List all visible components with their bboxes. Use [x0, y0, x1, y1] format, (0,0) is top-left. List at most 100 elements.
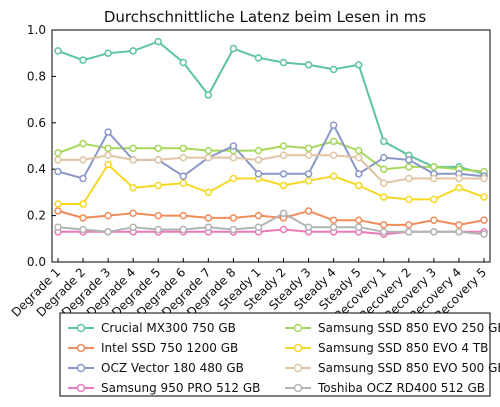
data-point — [54, 207, 62, 215]
data-point — [254, 54, 263, 62]
data-point — [329, 137, 338, 146]
series — [54, 37, 488, 178]
data-point — [354, 181, 363, 190]
data-point — [354, 170, 363, 178]
legend-item: Intel SSD 750 1200 GB — [68, 341, 238, 355]
data-point — [405, 228, 413, 236]
series — [54, 207, 488, 229]
data-point — [380, 137, 388, 146]
legend-label: OCZ Vector 180 480 GB — [101, 361, 244, 375]
data-point — [304, 177, 313, 185]
data-point — [430, 216, 438, 224]
data-point — [304, 223, 313, 231]
data-point — [329, 172, 338, 180]
data-point — [204, 188, 213, 197]
data-point — [154, 156, 162, 164]
series-line — [58, 163, 485, 205]
data-point — [380, 193, 388, 201]
legend-swatch-marker — [293, 363, 303, 373]
data-point — [79, 174, 87, 183]
legend-item: OCZ Vector 180 480 GB — [68, 361, 244, 375]
data-point — [254, 211, 263, 220]
data-point — [129, 144, 137, 153]
series-line — [58, 154, 484, 185]
data-point — [279, 58, 288, 67]
data-point — [254, 156, 263, 164]
data-point — [129, 209, 137, 218]
y-tick-label: 0.4 — [27, 162, 46, 176]
series-line — [57, 212, 485, 236]
data-point — [329, 121, 338, 129]
legend-item: Toshiba OCZ RD400 512 GB — [285, 381, 485, 395]
data-point — [129, 223, 137, 231]
data-point — [54, 200, 62, 208]
data-point — [329, 65, 338, 74]
data-point — [79, 139, 87, 148]
data-point — [179, 211, 188, 220]
legend-swatch-marker — [76, 343, 86, 353]
data-point — [279, 170, 288, 178]
data-point — [380, 179, 388, 187]
data-point — [254, 146, 263, 155]
data-point — [229, 153, 238, 162]
data-point — [279, 225, 288, 234]
series — [54, 121, 488, 183]
legend-swatch-marker — [76, 363, 86, 373]
y-tick-label: 1.0 — [27, 23, 46, 37]
data-point — [54, 167, 62, 176]
series — [54, 160, 488, 208]
legend-swatch-marker — [293, 383, 303, 393]
data-point — [430, 228, 438, 236]
data-point — [304, 61, 313, 69]
data-point — [405, 156, 413, 164]
data-point — [104, 128, 112, 136]
data-point — [179, 225, 188, 234]
data-point — [104, 228, 112, 236]
legend-label: Crucial MX300 750 GB — [101, 321, 236, 335]
data-point — [455, 184, 463, 192]
data-point — [154, 144, 162, 153]
data-point — [204, 214, 213, 222]
data-point — [329, 216, 338, 224]
data-point — [254, 223, 263, 231]
legend-item: Samsung 950 PRO 512 GB — [68, 381, 260, 395]
legend-item: Samsung SSD 850 EVO 500 GB (v3) — [285, 361, 500, 375]
series-line — [57, 122, 485, 180]
data-point — [480, 174, 488, 183]
data-point — [304, 207, 313, 215]
data-point — [229, 214, 238, 222]
legend-label: Samsung SSD 850 EVO 4 TB — [318, 341, 488, 355]
data-point — [154, 37, 162, 46]
data-point — [279, 209, 288, 218]
data-point — [54, 47, 62, 55]
y-tick-label: 0.8 — [27, 69, 46, 83]
data-point — [154, 225, 162, 234]
data-point — [279, 151, 288, 160]
data-point — [179, 153, 188, 162]
y-tick-label: 0.2 — [27, 209, 46, 223]
data-point — [329, 151, 338, 160]
legend-swatch-marker — [293, 323, 303, 333]
data-point — [204, 223, 213, 231]
legend-swatch-marker — [76, 323, 86, 333]
data-point — [229, 44, 238, 53]
series-line — [57, 209, 485, 226]
data-point — [179, 58, 188, 67]
data-point — [304, 151, 313, 160]
data-point — [480, 230, 488, 238]
data-point — [354, 61, 363, 69]
data-point — [455, 174, 463, 183]
legend-label: Samsung SSD 850 EVO 250 GB (v3) — [318, 321, 500, 335]
data-point — [405, 163, 413, 171]
data-point — [480, 216, 488, 224]
data-point — [104, 144, 112, 153]
data-point — [430, 163, 438, 171]
data-point — [354, 146, 363, 155]
data-point — [104, 211, 112, 220]
legend-label: Intel SSD 750 1200 GB — [101, 341, 238, 355]
data-point — [54, 156, 62, 164]
series-line — [57, 140, 485, 173]
data-point — [129, 47, 137, 55]
plot-frame — [51, 29, 491, 263]
